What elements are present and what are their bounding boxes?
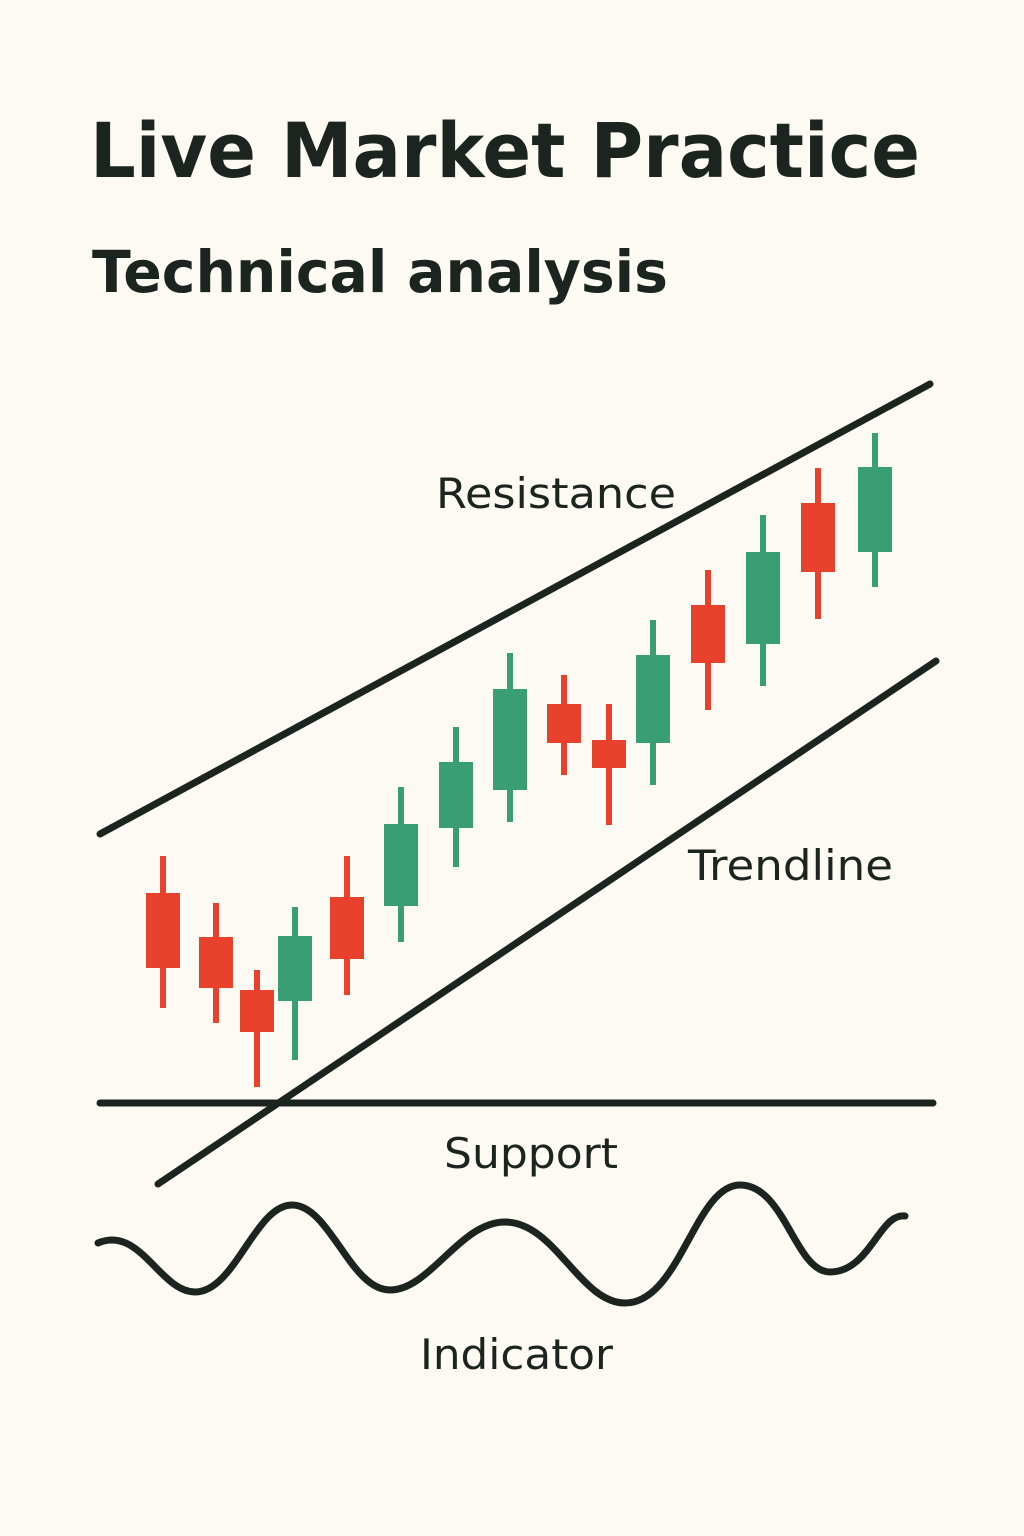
trendline-label: Trendline: [687, 841, 893, 890]
indicator-wave: [94, 1181, 909, 1307]
candle-body: [858, 467, 892, 552]
candle-body: [801, 503, 835, 572]
title: Live Market Practice: [90, 106, 920, 195]
resistance-line: [96, 380, 934, 838]
candle-body: [547, 704, 581, 743]
subtitle: Technical analysis: [92, 238, 668, 306]
candle-body: [691, 605, 725, 663]
candle-body: [330, 897, 364, 959]
candle-body: [278, 936, 312, 1001]
candle-body: [384, 824, 418, 906]
resistance-label: Resistance: [436, 469, 676, 518]
candle-body: [439, 762, 473, 828]
candle-body: [592, 740, 626, 768]
trendline: [154, 657, 940, 1188]
candles: [146, 433, 892, 1087]
candle-body: [493, 689, 527, 790]
candle-body: [636, 655, 670, 743]
candle-body: [199, 937, 233, 988]
indicator-label: Indicator: [420, 1330, 614, 1379]
candle-body: [746, 552, 780, 644]
candle-body: [240, 990, 274, 1032]
candle-body: [146, 893, 180, 968]
support-label: Support: [444, 1129, 618, 1178]
